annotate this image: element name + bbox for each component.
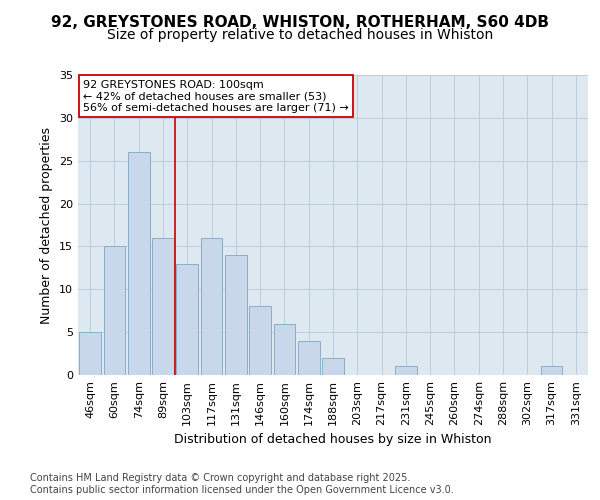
Text: Size of property relative to detached houses in Whiston: Size of property relative to detached ho… [107, 28, 493, 42]
Bar [200, 238, 223, 375]
Bar [322, 358, 344, 375]
Bar [79, 332, 101, 375]
Bar [541, 366, 562, 375]
Bar [274, 324, 295, 375]
Text: Contains HM Land Registry data © Crown copyright and database right 2025.
Contai: Contains HM Land Registry data © Crown c… [30, 474, 454, 495]
Bar [395, 366, 417, 375]
Y-axis label: Number of detached properties: Number of detached properties [40, 126, 53, 324]
Bar [249, 306, 271, 375]
Bar [298, 340, 320, 375]
Bar [104, 246, 125, 375]
Text: 92 GREYSTONES ROAD: 100sqm
← 42% of detached houses are smaller (53)
56% of semi: 92 GREYSTONES ROAD: 100sqm ← 42% of deta… [83, 80, 349, 112]
X-axis label: Distribution of detached houses by size in Whiston: Distribution of detached houses by size … [174, 434, 492, 446]
Bar [176, 264, 198, 375]
Text: 92, GREYSTONES ROAD, WHISTON, ROTHERHAM, S60 4DB: 92, GREYSTONES ROAD, WHISTON, ROTHERHAM,… [51, 15, 549, 30]
Bar [152, 238, 174, 375]
Bar [128, 152, 149, 375]
Bar [225, 255, 247, 375]
